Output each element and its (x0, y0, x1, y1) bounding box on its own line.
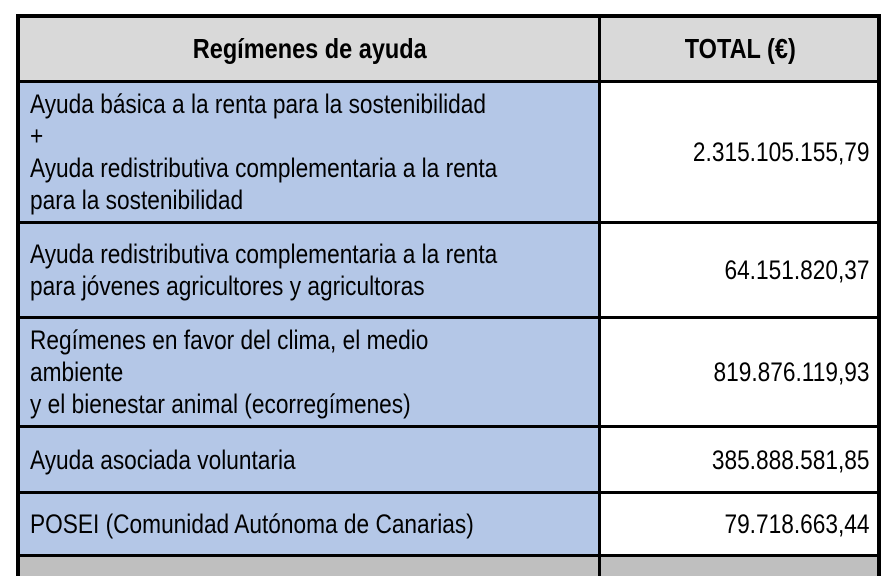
total-label: TOTAL (30, 573, 500, 576)
header-cell-schemes: Regímenes de ayuda (16, 14, 601, 83)
row-label: Ayuda redistributiva complementaria a la… (30, 239, 498, 301)
aid-schemes-table: Regímenes de ayuda TOTAL (€) Ayuda básic… (16, 14, 881, 576)
table-row: Regímenes en favor del clima, el medio a… (16, 316, 881, 428)
row-value-cell: 64.151.820,37 (597, 221, 881, 319)
row-label: Ayuda asociada voluntaria (30, 444, 296, 475)
total-value-cell: 3.664.740.341,38 (597, 554, 881, 576)
row-value-cell: 2.315.105.155,79 (597, 80, 881, 224)
row-value: 79.718.663,44 (723, 509, 869, 539)
row-value: 385.888.581,85 (711, 444, 869, 475)
row-value: 64.151.820,37 (723, 255, 869, 285)
table-row: Ayuda asociada voluntaria 385.888.581,85 (16, 425, 881, 494)
table-row: Ayuda básica a la renta para la sostenib… (16, 80, 881, 224)
row-value-cell: 819.876.119,93 (597, 316, 881, 428)
row-label-cell: Regímenes en favor del clima, el medio a… (16, 316, 601, 428)
table-total-row: TOTAL 3.664.740.341,38 (16, 554, 881, 576)
row-label-cell: Ayuda asociada voluntaria (16, 425, 601, 494)
page: Regímenes de ayuda TOTAL (€) Ayuda básic… (0, 14, 891, 576)
total-label-cell: TOTAL (16, 554, 601, 576)
total-value: 3.664.740.341,38 (652, 573, 869, 576)
header-schemes-label: Regímenes de ayuda (192, 33, 427, 64)
row-label-cell: Ayuda redistributiva complementaria a la… (16, 221, 601, 319)
row-value-cell: 79.718.663,44 (597, 491, 881, 557)
row-value-cell: 385.888.581,85 (597, 425, 881, 494)
header-total-label: TOTAL (€) (684, 33, 796, 64)
row-label: POSEI (Comunidad Autónoma de Canarias) (30, 509, 474, 539)
table-header-row: Regímenes de ayuda TOTAL (€) (16, 14, 881, 83)
row-value: 2.315.105.155,79 (692, 137, 869, 167)
table-row: Ayuda redistributiva complementaria a la… (16, 221, 881, 319)
row-label: Ayuda básica a la renta para la sostenib… (30, 89, 498, 215)
table-row: POSEI (Comunidad Autónoma de Canarias) 7… (16, 491, 881, 557)
row-label-cell: POSEI (Comunidad Autónoma de Canarias) (16, 491, 601, 557)
row-value: 819.876.119,93 (713, 357, 869, 387)
row-label: Regímenes en favor del clima, el medio a… (30, 325, 429, 419)
header-cell-total: TOTAL (€) (597, 14, 881, 83)
row-label-cell: Ayuda básica a la renta para la sostenib… (16, 80, 601, 224)
